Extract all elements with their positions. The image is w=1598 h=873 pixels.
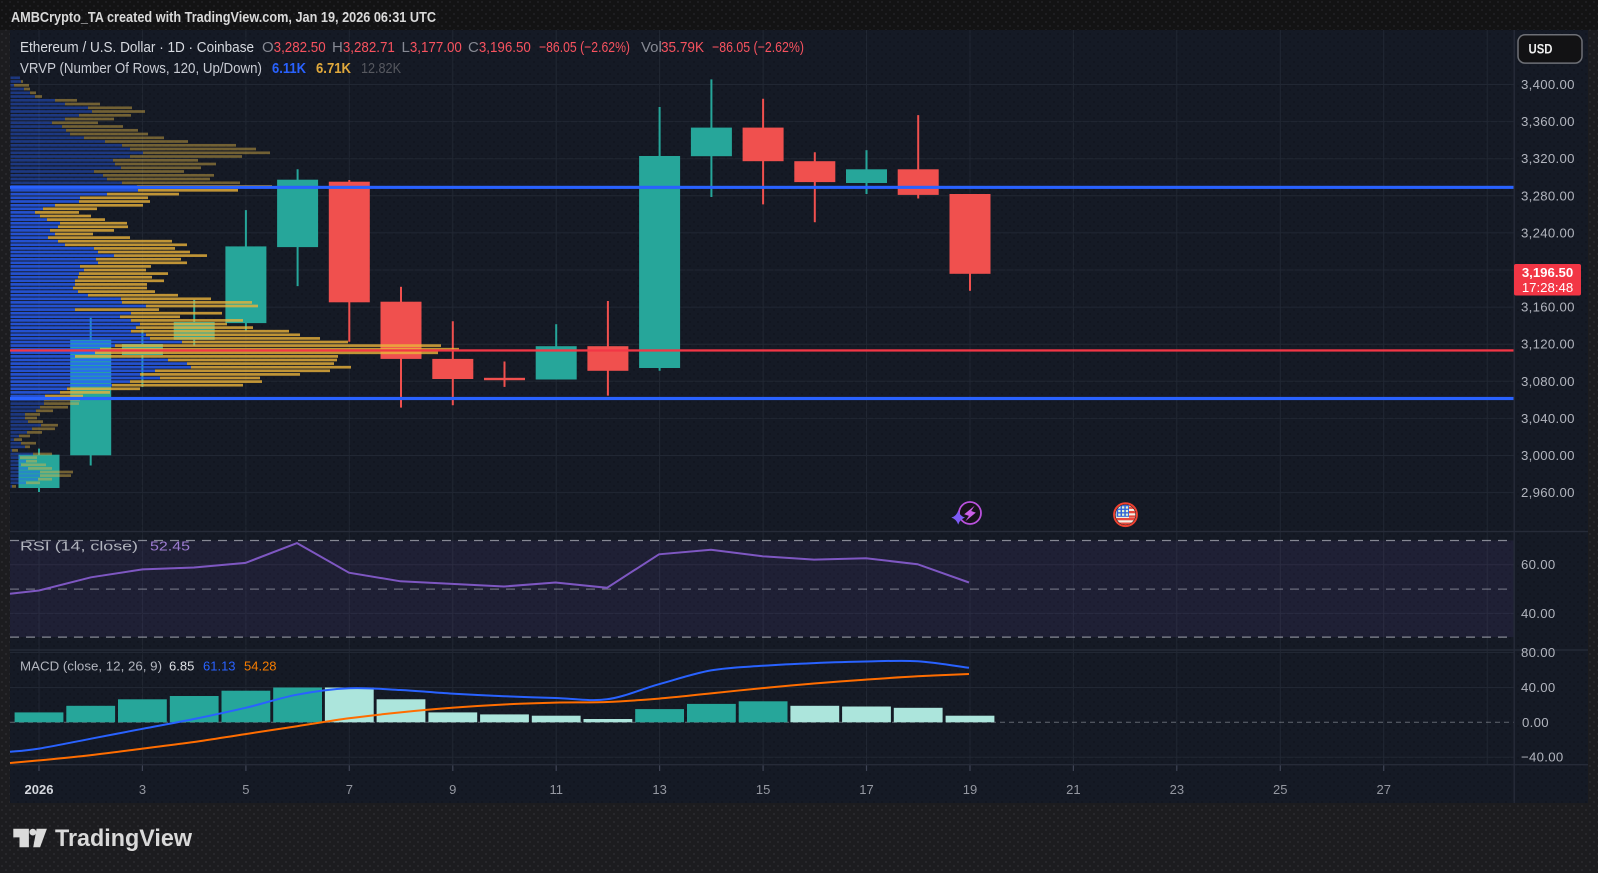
svg-text:3,120.00: 3,120.00	[1521, 337, 1575, 352]
svg-text:40.00: 40.00	[1521, 680, 1556, 695]
svg-text:25: 25	[1273, 782, 1287, 797]
svg-text:5: 5	[242, 782, 249, 797]
svg-text:3,196.50: 3,196.50	[1522, 265, 1573, 280]
svg-text:40.00: 40.00	[1521, 606, 1556, 621]
svg-text:13: 13	[652, 782, 666, 797]
svg-text:60.00: 60.00	[1521, 557, 1556, 572]
svg-text:15: 15	[756, 782, 770, 797]
svg-text:23: 23	[1170, 782, 1184, 797]
svg-text:3,280.00: 3,280.00	[1521, 188, 1575, 203]
svg-text:−40.00: −40.00	[1521, 750, 1564, 765]
svg-text:3,240.00: 3,240.00	[1521, 225, 1575, 240]
svg-text:7: 7	[346, 782, 353, 797]
svg-text:3,400.00: 3,400.00	[1521, 77, 1575, 92]
svg-text:80.00: 80.00	[1521, 645, 1556, 660]
svg-text:17:28:48: 17:28:48	[1522, 280, 1573, 295]
svg-text:3,160.00: 3,160.00	[1521, 300, 1575, 315]
svg-text:3,080.00: 3,080.00	[1521, 374, 1575, 389]
svg-text:3: 3	[139, 782, 146, 797]
svg-text:3,360.00: 3,360.00	[1521, 114, 1575, 129]
svg-text:TradingView: TradingView	[55, 825, 193, 852]
svg-text:USD: USD	[1529, 41, 1553, 56]
svg-text:17: 17	[859, 782, 873, 797]
svg-text:3,320.00: 3,320.00	[1521, 151, 1575, 166]
svg-text:19: 19	[963, 782, 977, 797]
svg-text:2,960.00: 2,960.00	[1521, 485, 1575, 500]
svg-text:9: 9	[449, 782, 456, 797]
svg-text:VRVP (Number Of Rows, 120, Up/: VRVP (Number Of Rows, 120, Up/Down) 6.11K…	[20, 60, 401, 77]
svg-text:3,000.00: 3,000.00	[1521, 448, 1575, 463]
svg-text:Ethereum / U.S. Dollar · 1D ·: Ethereum / U.S. Dollar · 1D · Coinbase O3…	[20, 39, 804, 56]
svg-text:11: 11	[549, 782, 563, 797]
svg-text:2026: 2026	[25, 782, 54, 797]
svg-text:AMBCrypto_TA created with Trad: AMBCrypto_TA created with TradingView.co…	[11, 10, 436, 26]
svg-text:21: 21	[1066, 782, 1080, 797]
svg-text:0.00: 0.00	[1522, 715, 1549, 730]
svg-text:RSI (14, close)52.45: RSI (14, close) 52.45	[20, 539, 190, 554]
svg-text:3,040.00: 3,040.00	[1521, 411, 1575, 426]
svg-text:27: 27	[1376, 782, 1390, 797]
